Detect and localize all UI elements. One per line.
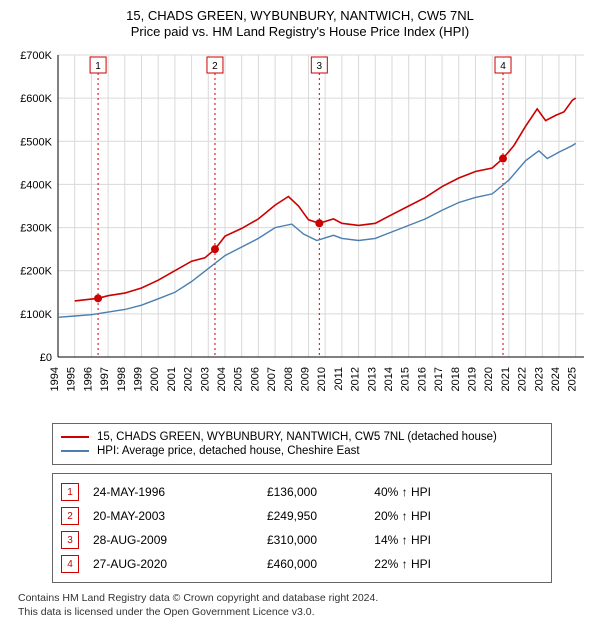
event-marker-number: 2 [212,61,218,72]
x-tick-label: 2023 [533,367,545,391]
row-price: £460,000 [227,557,317,571]
row-price: £249,950 [227,509,317,523]
row-pct: 14% ↑ HPI [331,533,431,547]
legend-swatch [61,436,89,438]
x-tick-label: 2015 [400,367,412,391]
row-pct: 22% ↑ HPI [331,557,431,571]
event-marker-number: 4 [500,61,506,72]
x-tick-label: 1999 [132,367,144,391]
sale-marker [211,245,219,253]
title-line2: Price paid vs. HM Land Registry's House … [8,24,592,39]
y-tick-label: £600K [20,93,52,105]
row-date: 28-AUG-2009 [93,533,213,547]
x-tick-label: 1998 [116,367,128,391]
row-index-box: 3 [61,531,79,549]
x-tick-label: 2014 [383,367,395,391]
footer-line2: This data is licensed under the Open Gov… [18,605,592,619]
x-tick-label: 2016 [416,367,428,391]
x-tick-label: 2022 [517,367,529,391]
x-tick-label: 2000 [149,367,161,391]
row-pct: 40% ↑ HPI [331,485,431,499]
x-tick-label: 2017 [433,367,445,391]
title-line1: 15, CHADS GREEN, WYBUNBURY, NANTWICH, CW… [8,8,592,23]
footer-text: Contains HM Land Registry data © Crown c… [18,591,592,619]
table-row: 1 24-MAY-1996 £136,000 40% ↑ HPI [61,480,543,504]
x-tick-label: 2007 [266,367,278,391]
x-tick-label: 2001 [166,367,178,391]
x-tick-label: 2025 [567,367,579,391]
sale-marker [499,155,507,163]
x-tick-label: 1997 [99,367,111,391]
legend-item: 15, CHADS GREEN, WYBUNBURY, NANTWICH, CW… [61,430,543,444]
legend-item: HPI: Average price, detached house, Ches… [61,444,543,458]
x-tick-label: 2005 [233,367,245,391]
x-tick-label: 2004 [216,367,228,391]
row-index-box: 4 [61,555,79,573]
legend-swatch [61,450,89,452]
x-tick-label: 2024 [550,367,562,391]
sale-marker [94,294,102,302]
row-index-box: 2 [61,507,79,525]
y-tick-label: £200K [20,266,52,278]
x-tick-label: 2011 [333,367,345,391]
x-tick-label: 2003 [199,367,211,391]
footer-line1: Contains HM Land Registry data © Crown c… [18,591,592,605]
y-tick-label: £500K [20,136,52,148]
row-date: 27-AUG-2020 [93,557,213,571]
chart-container: 15, CHADS GREEN, WYBUNBURY, NANTWICH, CW… [0,0,600,625]
legend-label: 15, CHADS GREEN, WYBUNBURY, NANTWICH, CW… [97,431,497,443]
row-date: 24-MAY-1996 [93,485,213,499]
row-index-box: 1 [61,483,79,501]
x-tick-label: 2020 [483,367,495,391]
chart-area: £0 £100K £200K £300K £400K £500K £600K £700K 199… [8,45,592,415]
x-tick-label: 2006 [249,367,261,391]
x-tick-label: 1995 [66,367,78,391]
y-tick-label: £300K [20,223,52,235]
sale-marker [315,219,323,227]
y-tick-label: £0 [40,352,52,364]
x-tick-label: 2008 [283,367,295,391]
x-tick-label: 1994 [49,367,61,391]
x-tick-label: 2002 [183,367,195,391]
x-tick-label: 1996 [82,367,94,391]
y-tick-label: £700K [20,50,52,62]
table-row: 4 27-AUG-2020 £460,000 22% ↑ HPI [61,552,543,576]
x-tick-label: 2009 [299,367,311,391]
event-marker-number: 1 [95,61,101,72]
event-marker-number: 3 [317,61,323,72]
table-row: 3 28-AUG-2009 £310,000 14% ↑ HPI [61,528,543,552]
x-tick-label: 2012 [350,367,362,391]
y-tick-label: £100K [20,309,52,321]
x-tick-label: 2018 [450,367,462,391]
legend-label: HPI: Average price, detached house, Ches… [97,445,360,457]
row-price: £136,000 [227,485,317,499]
row-price: £310,000 [227,533,317,547]
x-tick-label: 2019 [466,367,478,391]
x-tick-label: 2021 [500,367,512,391]
x-tick-label: 2013 [366,367,378,391]
transaction-table: 1 24-MAY-1996 £136,000 40% ↑ HPI 2 20-MAY-200… [52,473,552,583]
row-date: 20-MAY-2003 [93,509,213,523]
legend-box: 15, CHADS GREEN, WYBUNBURY, NANTWICH, CW… [52,423,552,465]
table-row: 2 20-MAY-2003 £249,950 20% ↑ HPI [61,504,543,528]
x-tick-label: 2010 [316,367,328,391]
chart-svg: £0 £100K £200K £300K £400K £500K £600K £700K 199… [8,45,592,415]
y-tick-label: £400K [20,179,52,191]
row-pct: 20% ↑ HPI [331,509,431,523]
